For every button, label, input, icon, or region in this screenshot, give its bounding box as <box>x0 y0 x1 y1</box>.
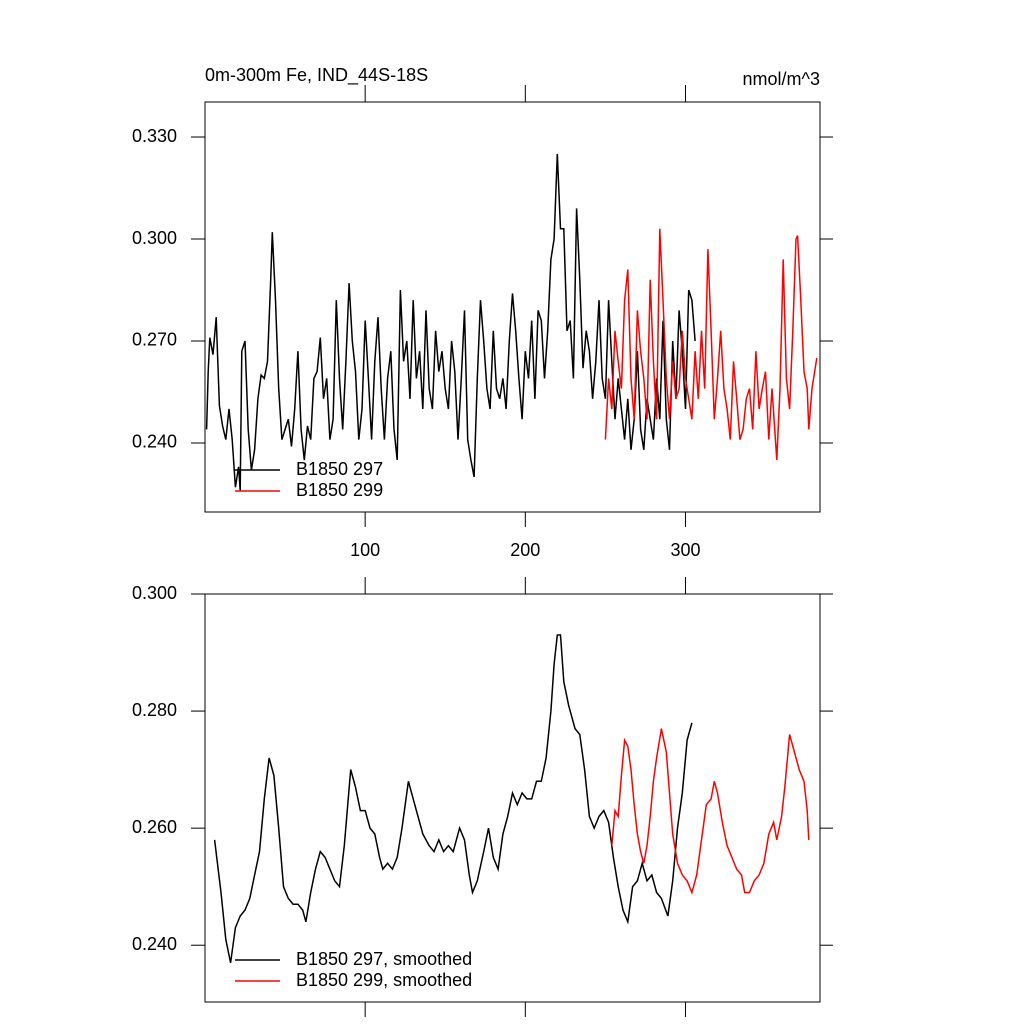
y-tick-label: 0.300 <box>132 583 177 603</box>
chart-title: 0m-300m Fe, IND_44S-18S <box>205 65 428 86</box>
y-tick-label: 0.240 <box>132 432 177 452</box>
data-line <box>205 153 696 491</box>
x-tick-label: 200 <box>510 540 540 560</box>
y-tick-label: 0.330 <box>132 126 177 146</box>
units-label: nmol/m^3 <box>743 69 820 89</box>
legend-label: B1850 297, smoothed <box>296 949 472 969</box>
plot-frame <box>204 101 821 513</box>
plot-frame <box>204 593 821 1003</box>
y-tick-label: 0.300 <box>132 228 177 248</box>
y-tick-label: 0.280 <box>132 700 177 720</box>
legend-label: B1850 299 <box>296 480 383 500</box>
x-tick-label: 100 <box>350 540 380 560</box>
data-line <box>611 728 810 895</box>
y-tick-label: 0.270 <box>132 330 177 350</box>
legend-label: B1850 297 <box>296 459 383 479</box>
data-line <box>604 228 818 461</box>
legend-label: B1850 299, smoothed <box>296 970 472 990</box>
y-tick-label: 0.240 <box>132 934 177 954</box>
x-tick-label: 300 <box>670 540 700 560</box>
data-line <box>213 634 693 963</box>
y-tick-label: 0.260 <box>132 817 177 837</box>
